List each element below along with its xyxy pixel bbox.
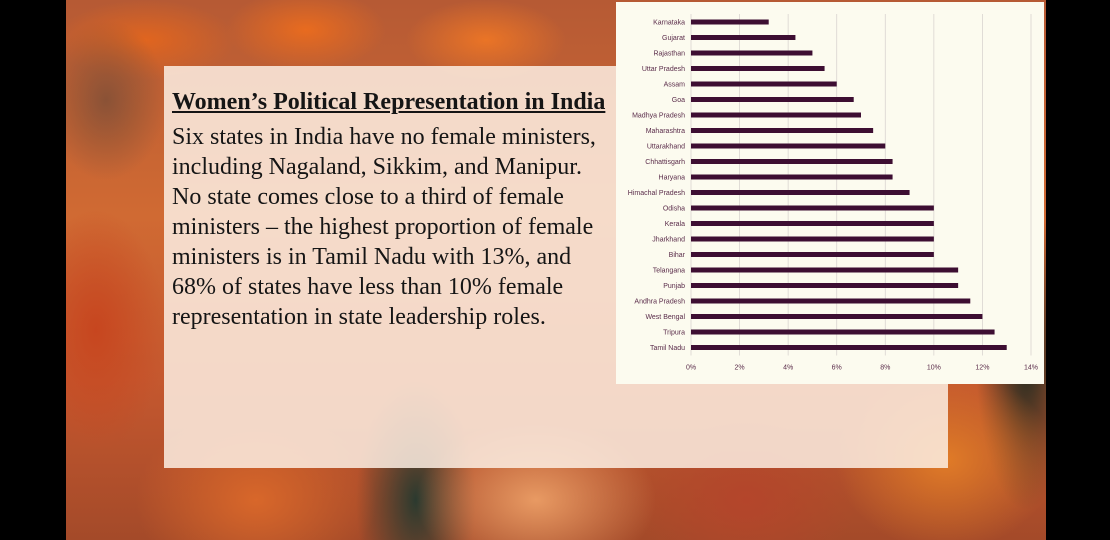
category-label: Andhra Pradesh: [634, 299, 685, 306]
category-label: Jharkhand: [652, 237, 685, 244]
bar: [691, 236, 934, 242]
chart-category-labels: Karnataka Gujarat Rajasthan Uttar Pradesh As…: [628, 20, 686, 353]
category-label: Telangana: [653, 268, 685, 275]
slide-background: Karnataka Gujarat Rajasthan Uttar Pradesh As…: [66, 0, 1046, 540]
bar: [691, 128, 874, 133]
x-tick-label: 0%: [686, 365, 696, 372]
bar: [691, 19, 769, 25]
category-label: Uttar Pradesh: [642, 66, 685, 73]
category-label: Rajasthan: [653, 51, 685, 58]
bar: [691, 50, 813, 56]
category-label: Punjab: [663, 283, 685, 290]
bar: [691, 345, 1007, 350]
chart-gridlines: [690, 14, 1032, 356]
bar-chart: Karnataka Gujarat Rajasthan Uttar Pradesh As…: [628, 14, 1038, 372]
category-label: Assam: [664, 82, 686, 89]
x-tick-label: 14%: [1024, 365, 1038, 372]
category-label: Himachal Pradesh: [628, 190, 685, 197]
bar: [691, 314, 983, 319]
x-tick-label: 6%: [832, 365, 842, 372]
x-tick-label: 10%: [927, 365, 941, 372]
bar: [691, 143, 886, 149]
category-label: Kerala: [665, 221, 685, 228]
chart-tick-labels: 0% 2% 4% 6% 8% 10% 12% 14%: [686, 365, 1038, 372]
category-label: Bihar: [669, 252, 686, 259]
bar: [691, 329, 995, 335]
slide-body: Six states in India have no female minis…: [172, 124, 596, 330]
bar: [691, 112, 861, 118]
x-tick-label: 2%: [735, 365, 745, 372]
category-label: Tripura: [663, 330, 685, 337]
category-label: Uttarakhand: [647, 144, 685, 151]
bar: [691, 221, 934, 226]
category-label: Tamil Nadu: [650, 345, 685, 352]
category-label: Haryana: [659, 175, 686, 182]
bar: [691, 81, 837, 87]
bar: [691, 159, 893, 164]
category-label: Madhya Pradesh: [632, 113, 685, 120]
category-label: Odisha: [663, 206, 685, 213]
chart-panel: Karnataka Gujarat Rajasthan Uttar Pradesh As…: [616, 2, 1044, 384]
chart-bars: [691, 19, 1007, 350]
x-tick-label: 8%: [880, 365, 890, 372]
text-content: Women’s Political Representation in Indi…: [172, 88, 612, 332]
x-tick-label: 4%: [783, 365, 793, 372]
bar: [691, 267, 959, 273]
slide-title: Women’s Political Representation in Indi…: [172, 89, 606, 115]
bar: [691, 190, 910, 195]
bar: [691, 35, 796, 40]
category-label: Karnataka: [653, 20, 685, 27]
bar: [691, 283, 959, 288]
category-label: Gujarat: [662, 35, 685, 42]
bar: [691, 205, 934, 211]
category-label: West Bengal: [645, 314, 685, 321]
bar: [691, 66, 825, 71]
category-label: Chhattisgarh: [645, 159, 685, 166]
bar: [691, 252, 934, 257]
bar: [691, 174, 893, 180]
category-label: Goa: [672, 97, 685, 104]
bar: [691, 298, 971, 304]
x-tick-label: 12%: [975, 365, 989, 372]
category-label: Maharashtra: [646, 128, 685, 135]
bar: [691, 97, 854, 102]
